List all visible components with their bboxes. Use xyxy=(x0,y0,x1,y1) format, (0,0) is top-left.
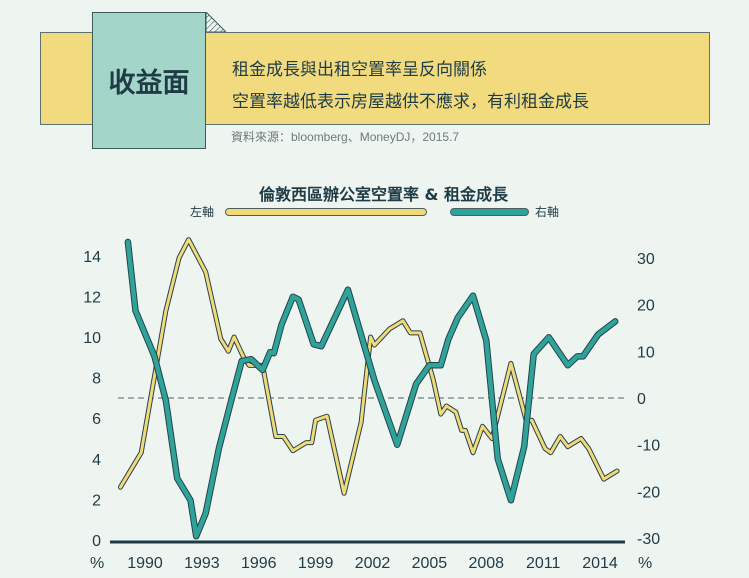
section-tag: 收益面 xyxy=(92,12,206,149)
right-axis-tick: 0 xyxy=(637,391,646,408)
legend-left-label: 左軸 xyxy=(190,205,215,219)
x-axis-tick: 2002 xyxy=(355,555,391,572)
right-axis-tick: 20 xyxy=(637,298,655,315)
x-axis-tick: 1990 xyxy=(127,555,163,572)
chart-title: 倫敦西區辦公室空置率 & 租金成長 xyxy=(258,185,509,204)
vacancy-rate-series-line xyxy=(118,238,619,495)
legend-swatch-rent xyxy=(450,208,529,216)
rent-growth-series-outline xyxy=(124,238,619,540)
right-axis-tick: -10 xyxy=(637,438,660,455)
x-axis-tick: 2008 xyxy=(468,555,504,572)
left-axis-tick: 2 xyxy=(92,492,101,509)
x-axis-tick: 1999 xyxy=(298,555,334,572)
legend-swatch-vacancy xyxy=(225,208,427,216)
left-axis-tick: 10 xyxy=(83,330,101,347)
legend-right-label: 右軸 xyxy=(535,205,560,219)
right-axis-tick: -30 xyxy=(637,531,660,548)
hatched-fold-decoration xyxy=(206,12,226,32)
headline-line-2: 空置率越低表示房屋越供不應求，有利租金成長 xyxy=(232,92,589,112)
x-axis-tick: 2011 xyxy=(526,555,561,572)
left-axis-unit: % xyxy=(90,555,104,572)
x-axis-tick: 2005 xyxy=(412,555,448,572)
right-axis-tick: 10 xyxy=(637,344,655,361)
x-axis-tick: 2014 xyxy=(582,555,618,572)
headline-line-1: 租金成長與出租空置率呈反向關係 xyxy=(232,60,487,80)
x-axis-tick: 1996 xyxy=(241,555,277,572)
left-axis-tick: 4 xyxy=(92,452,101,469)
source-note: 資料來源：bloomberg、MoneyDJ，2015.7 xyxy=(231,130,460,144)
right-axis-unit: % xyxy=(638,555,652,572)
right-axis-tick: 30 xyxy=(637,251,655,268)
right-axis-tick: -20 xyxy=(637,484,660,501)
left-axis-tick: 6 xyxy=(92,411,101,428)
left-axis-tick: 14 xyxy=(83,249,101,266)
left-axis-tick: 8 xyxy=(92,371,101,388)
left-axis-tick: 0 xyxy=(92,533,101,550)
left-axis-tick: 12 xyxy=(83,289,101,306)
rent-growth-series-line xyxy=(125,239,618,539)
x-axis-tick: 1993 xyxy=(184,555,220,572)
